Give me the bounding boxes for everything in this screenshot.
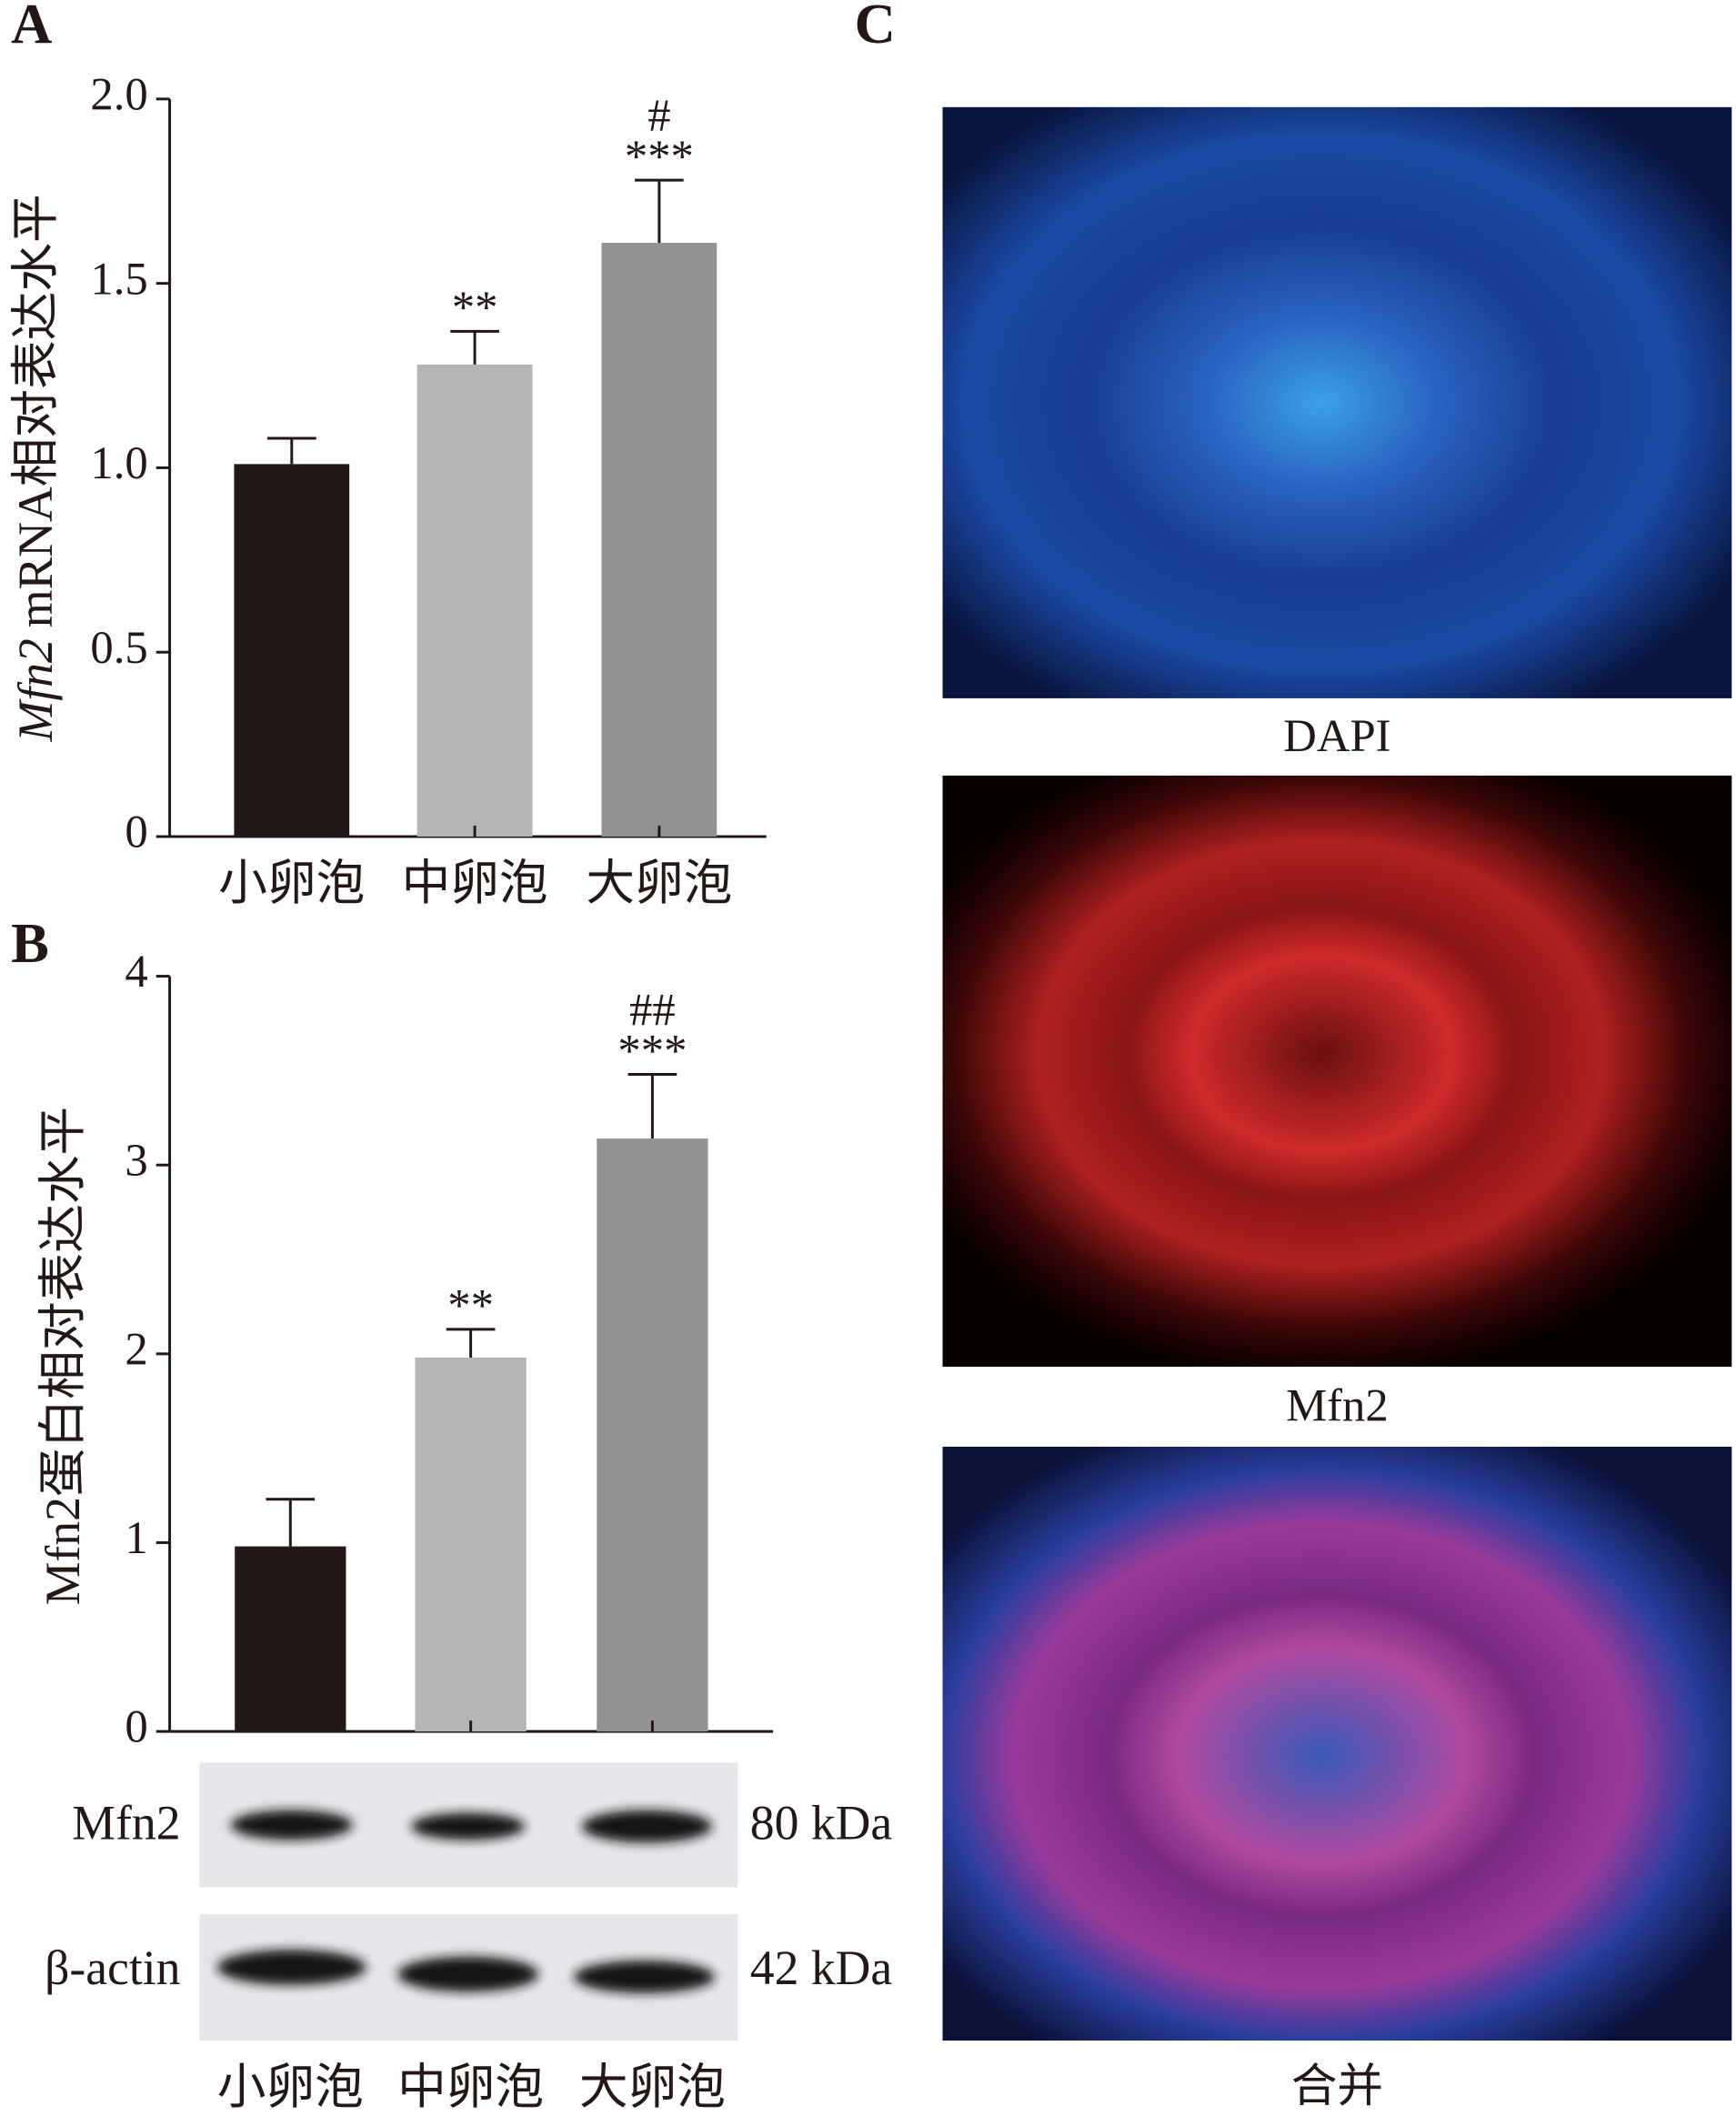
y-tick-label: 0 — [125, 1701, 147, 1752]
bar — [416, 364, 533, 837]
band — [573, 1961, 716, 1993]
blot-label: β-actin — [45, 1940, 181, 1995]
x-tick-label: 小卵泡 — [218, 856, 365, 910]
image-merge — [942, 1446, 1732, 2041]
image-caption: Mfn2 — [1286, 1379, 1389, 1430]
bar — [415, 1357, 527, 1732]
bar — [601, 243, 717, 837]
y-tick-label: 4 — [125, 946, 147, 997]
bar — [597, 1138, 708, 1732]
x-tick-label: 中卵泡 — [402, 856, 548, 910]
x-tick-label: 小卵泡 — [217, 2060, 364, 2114]
band — [581, 1810, 713, 1843]
significance: ** — [452, 282, 498, 333]
bar — [235, 1546, 346, 1732]
y-tick-label: 2.0 — [90, 68, 147, 119]
panel-label: A — [11, 0, 52, 55]
band — [411, 1812, 526, 1840]
blot-size: 80 kDa — [750, 1795, 893, 1850]
significance: ## — [629, 985, 676, 1036]
bar — [234, 464, 350, 837]
significance: *** — [617, 1025, 687, 1076]
y-tick-label: 0.5 — [90, 622, 147, 673]
band — [216, 1950, 366, 1985]
band — [230, 1810, 353, 1840]
y-tick-label: 0 — [125, 807, 147, 857]
image-caption: DAPI — [1283, 710, 1390, 761]
image-dapi — [942, 106, 1732, 698]
significance: ** — [447, 1280, 494, 1331]
significance: *** — [625, 131, 694, 182]
y-tick-label: 1.0 — [90, 437, 147, 488]
y-axis-label-text: mRNA相对表达水平 — [8, 194, 63, 627]
y-tick-label: 2 — [125, 1323, 147, 1374]
blot-size: 42 kDa — [750, 1940, 893, 1995]
band — [397, 1956, 539, 1992]
image-caption: 合并 — [1291, 2061, 1383, 2111]
micrographs — [942, 106, 1732, 2041]
y-axis-label-italic: Mfn2 — [8, 638, 63, 742]
significance: # — [647, 90, 670, 141]
y-tick-label: 3 — [125, 1135, 147, 1186]
panel-label: C — [855, 0, 896, 55]
blot — [199, 1762, 738, 2041]
x-tick-label: 大卵泡 — [586, 856, 732, 910]
x-tick-label: 大卵泡 — [579, 2060, 726, 2114]
x-tick-label: 中卵泡 — [397, 2060, 544, 2114]
blot-label: Mfn2 — [72, 1795, 180, 1850]
image-mfn2 — [942, 775, 1732, 1367]
y-tick-label: 1 — [125, 1512, 147, 1563]
y-axis-label-text: Mfn2蛋白相对表达水平 — [35, 1107, 90, 1605]
y-axis-label: Mfn2 mRNA相对表达水平 — [8, 194, 63, 742]
y-tick-label: 1.5 — [90, 253, 147, 304]
y-axis-label: Mfn2蛋白相对表达水平 — [35, 1107, 90, 1605]
panel-label: B — [11, 911, 49, 975]
